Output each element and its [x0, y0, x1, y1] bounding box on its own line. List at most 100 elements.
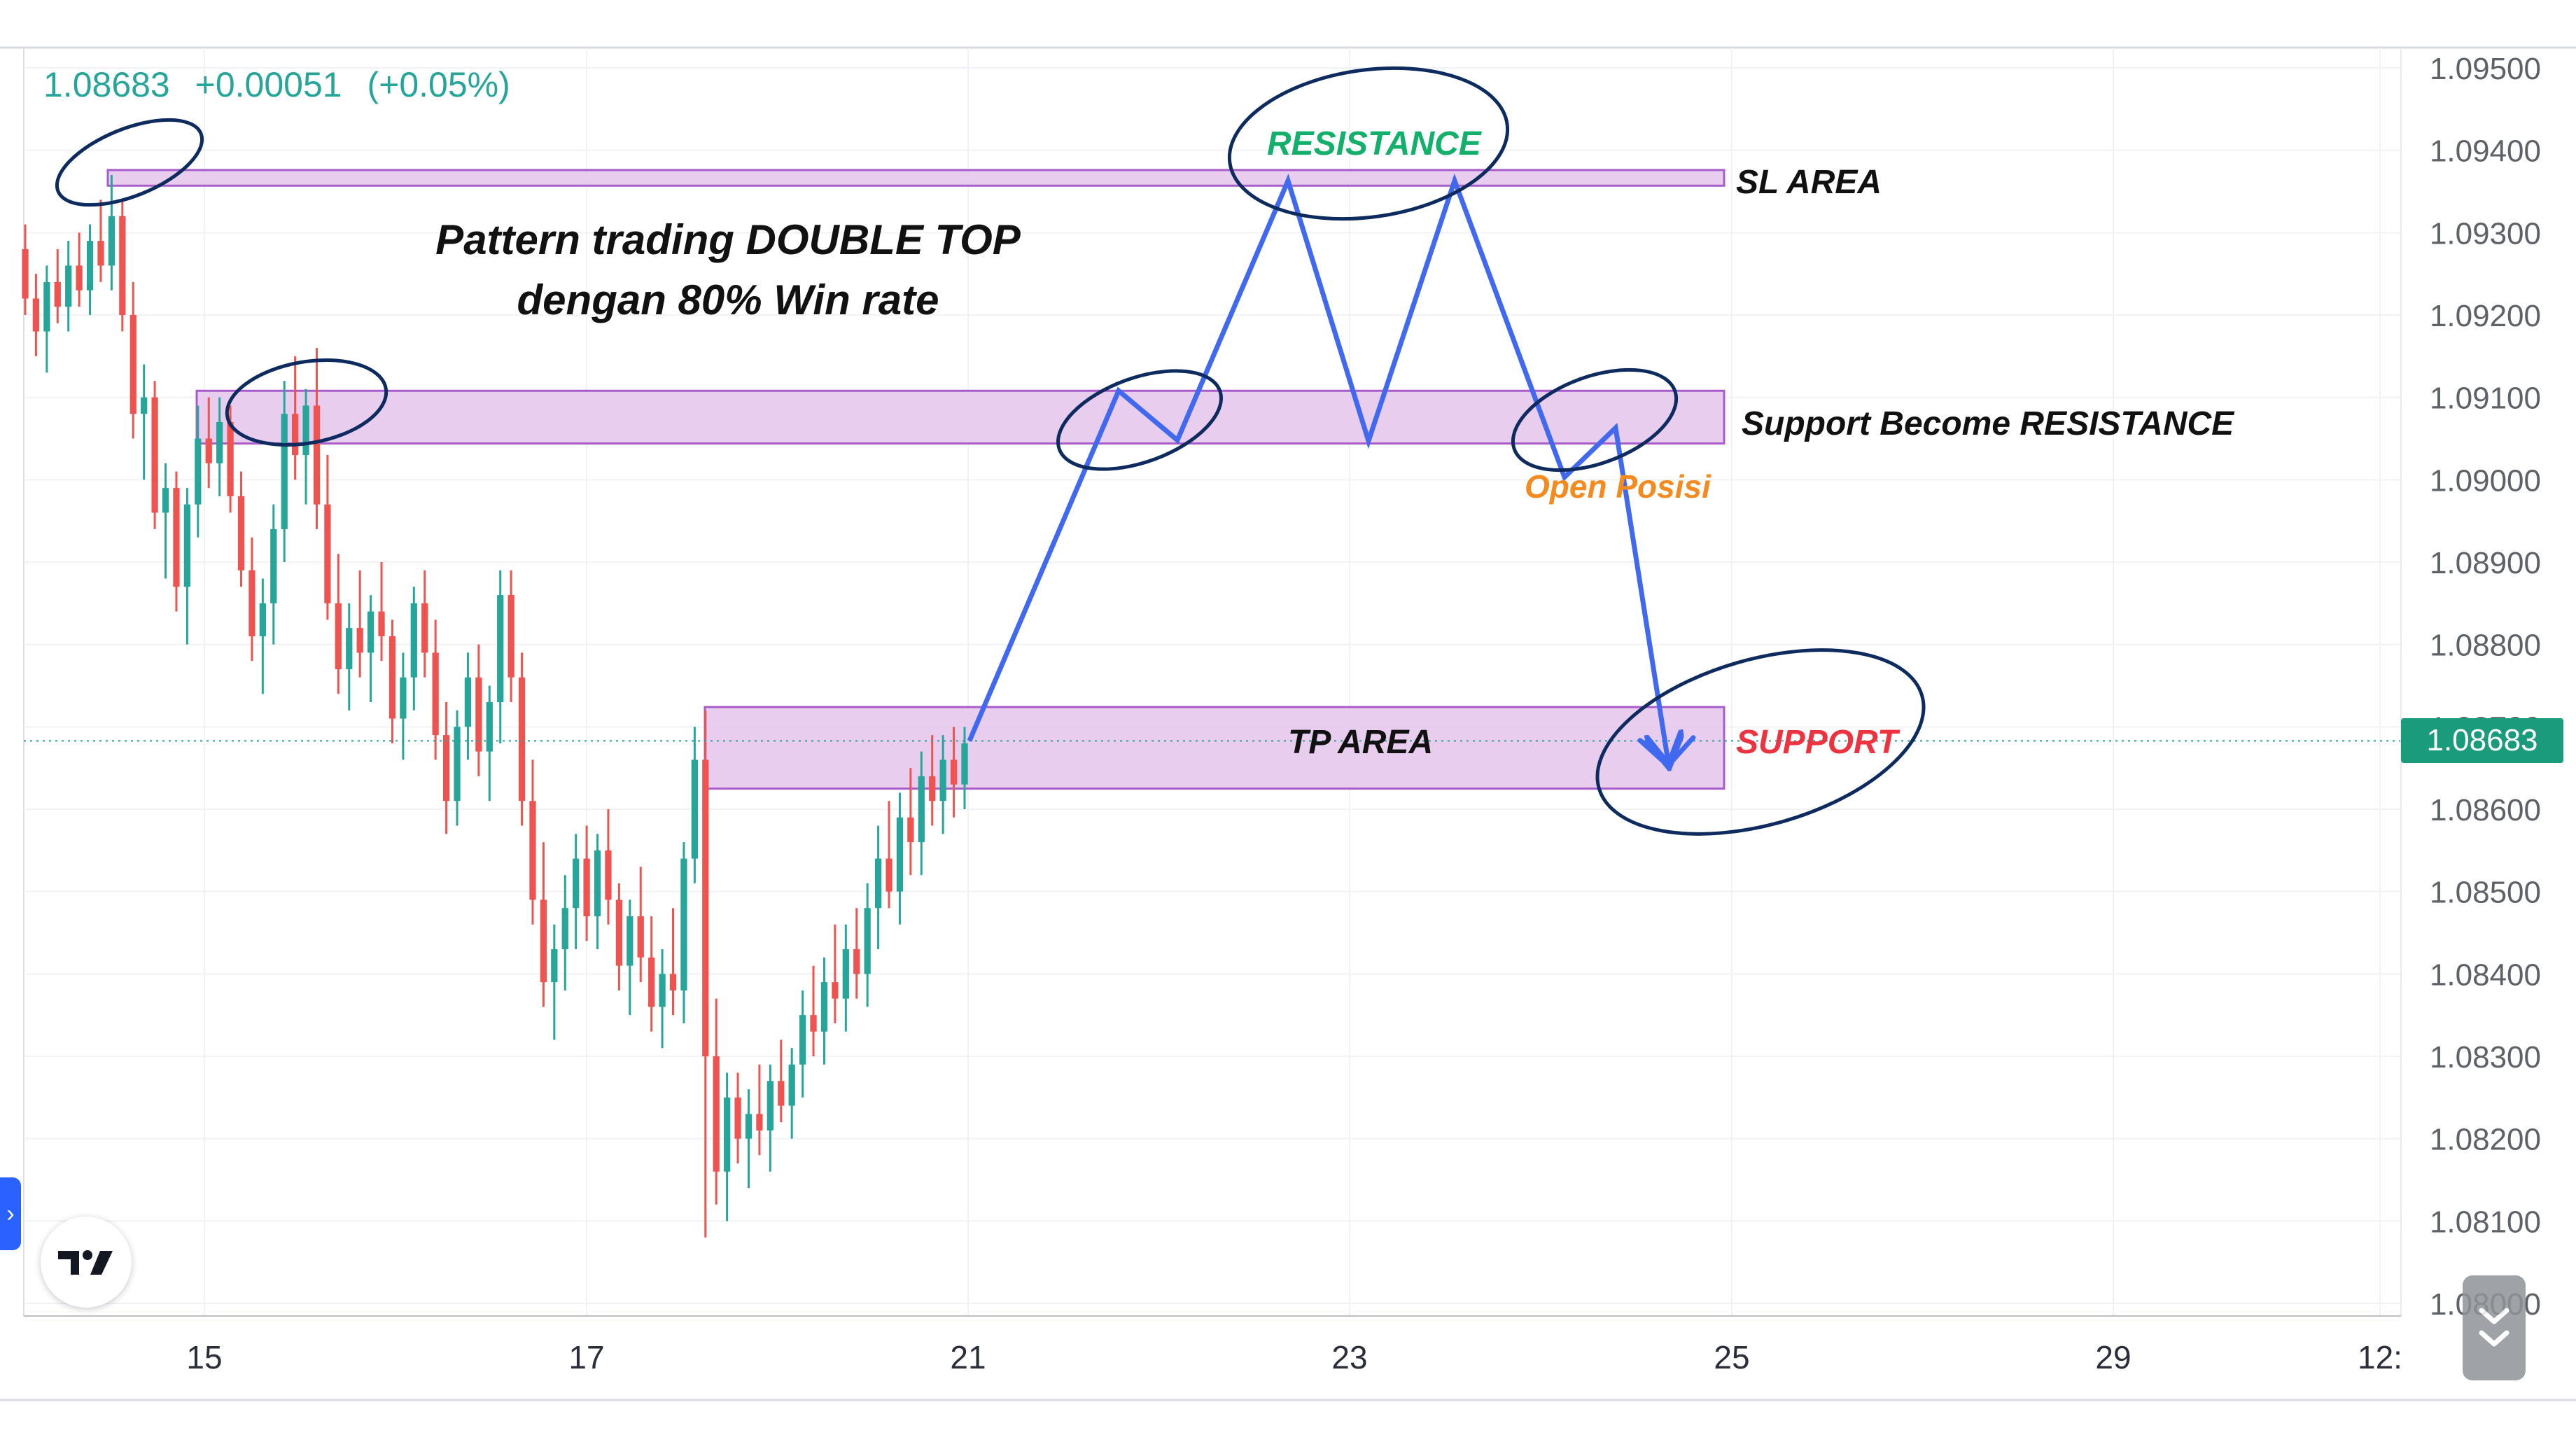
ellipse-open-posisi	[1511, 368, 1679, 472]
candle	[292, 356, 299, 480]
candle	[421, 570, 428, 678]
x-tick-label: 23	[1331, 1339, 1367, 1376]
candle-body	[108, 216, 115, 266]
candle-body	[400, 677, 407, 719]
candle	[259, 578, 266, 694]
candle-body	[874, 858, 882, 909]
candle	[583, 825, 590, 941]
candle	[702, 710, 709, 1238]
candle	[22, 224, 29, 315]
candle-body	[724, 1097, 731, 1172]
candle	[853, 908, 860, 999]
candle-body	[907, 817, 914, 843]
candle-body	[756, 1114, 763, 1130]
candle	[561, 875, 568, 990]
candle-body	[442, 735, 450, 802]
candle-body	[961, 743, 968, 785]
candle	[119, 200, 126, 332]
candle	[950, 727, 958, 818]
candle	[756, 1064, 763, 1156]
candle	[691, 727, 698, 883]
candle	[32, 274, 40, 356]
candle-body	[475, 677, 482, 752]
candle-body	[22, 248, 29, 299]
candle-body	[292, 414, 299, 456]
candle-body	[313, 405, 321, 505]
candle-body	[43, 281, 50, 332]
candle	[270, 504, 277, 645]
expand-panel-button[interactable]: ›	[0, 1177, 21, 1250]
candle	[518, 652, 526, 826]
candle	[65, 241, 72, 332]
candle	[734, 1072, 741, 1163]
scroll-to-latest-button[interactable]	[2463, 1275, 2526, 1380]
projection-path-layer	[967, 173, 1696, 769]
candle-body	[227, 421, 234, 496]
candle-body	[669, 974, 677, 990]
candle	[886, 801, 892, 909]
y-tick-label: 1.09300	[2430, 216, 2541, 251]
tradingview-logo-icon	[58, 1250, 113, 1275]
candle	[400, 652, 407, 760]
candle	[454, 710, 461, 826]
support-become-resistance-label: Support Become RESISTANCE	[1742, 405, 2234, 442]
axis-layer	[0, 48, 2576, 1401]
ellipse-left-top	[55, 118, 204, 207]
candle	[799, 990, 806, 1098]
candle	[896, 792, 904, 925]
candle-body	[832, 982, 839, 999]
candle	[615, 883, 623, 990]
y-tick-label: 1.09000	[2430, 463, 2541, 498]
candle-body	[324, 504, 331, 603]
x-tick-label: 29	[2095, 1339, 2131, 1376]
candle	[442, 702, 450, 834]
candle	[86, 224, 94, 315]
candle	[475, 644, 482, 776]
last-price: 1.08683	[43, 65, 170, 104]
tradingview-logo[interactable]	[41, 1217, 132, 1308]
candles-layer	[22, 174, 968, 1238]
support-become-resistance-zone	[195, 389, 1726, 445]
candle	[173, 471, 180, 612]
candle-body	[141, 397, 148, 414]
candle	[573, 834, 580, 950]
candle-body	[864, 908, 871, 974]
candle	[130, 281, 136, 439]
candle	[141, 364, 148, 480]
candle-body	[615, 899, 623, 966]
ellipse-resistance	[1227, 66, 1510, 221]
candle-body	[248, 570, 255, 636]
candle	[778, 1040, 785, 1123]
resistance-label: RESISTANCE	[1267, 125, 1481, 162]
candle-body	[691, 760, 698, 859]
projection-arrow-head	[1637, 735, 1696, 769]
x-axis-ticks: 15 17 21 23 25 29 12:	[186, 1339, 2402, 1376]
candle-body	[356, 628, 363, 653]
candle-body	[151, 397, 158, 513]
candle-body	[734, 1097, 741, 1139]
y-tick-label: 1.08600	[2430, 793, 2541, 827]
candle-body	[97, 241, 104, 266]
candle-body	[820, 982, 828, 1032]
candle-body	[335, 603, 342, 669]
candle-body	[605, 850, 612, 900]
candle	[367, 595, 374, 703]
candle-body	[766, 1081, 774, 1130]
candle-body	[119, 216, 126, 315]
candle	[205, 397, 212, 489]
x-tick-label: 21	[950, 1339, 986, 1376]
candle	[76, 232, 83, 307]
candle-body	[518, 677, 526, 802]
candle-body	[173, 488, 180, 587]
candle	[605, 809, 612, 925]
candle	[195, 405, 202, 538]
candle-body	[388, 636, 396, 719]
candle-body	[378, 611, 385, 636]
candle	[594, 834, 601, 950]
candle	[313, 348, 321, 529]
candle	[939, 735, 946, 834]
candle	[842, 924, 849, 1032]
candle-body	[507, 595, 514, 678]
